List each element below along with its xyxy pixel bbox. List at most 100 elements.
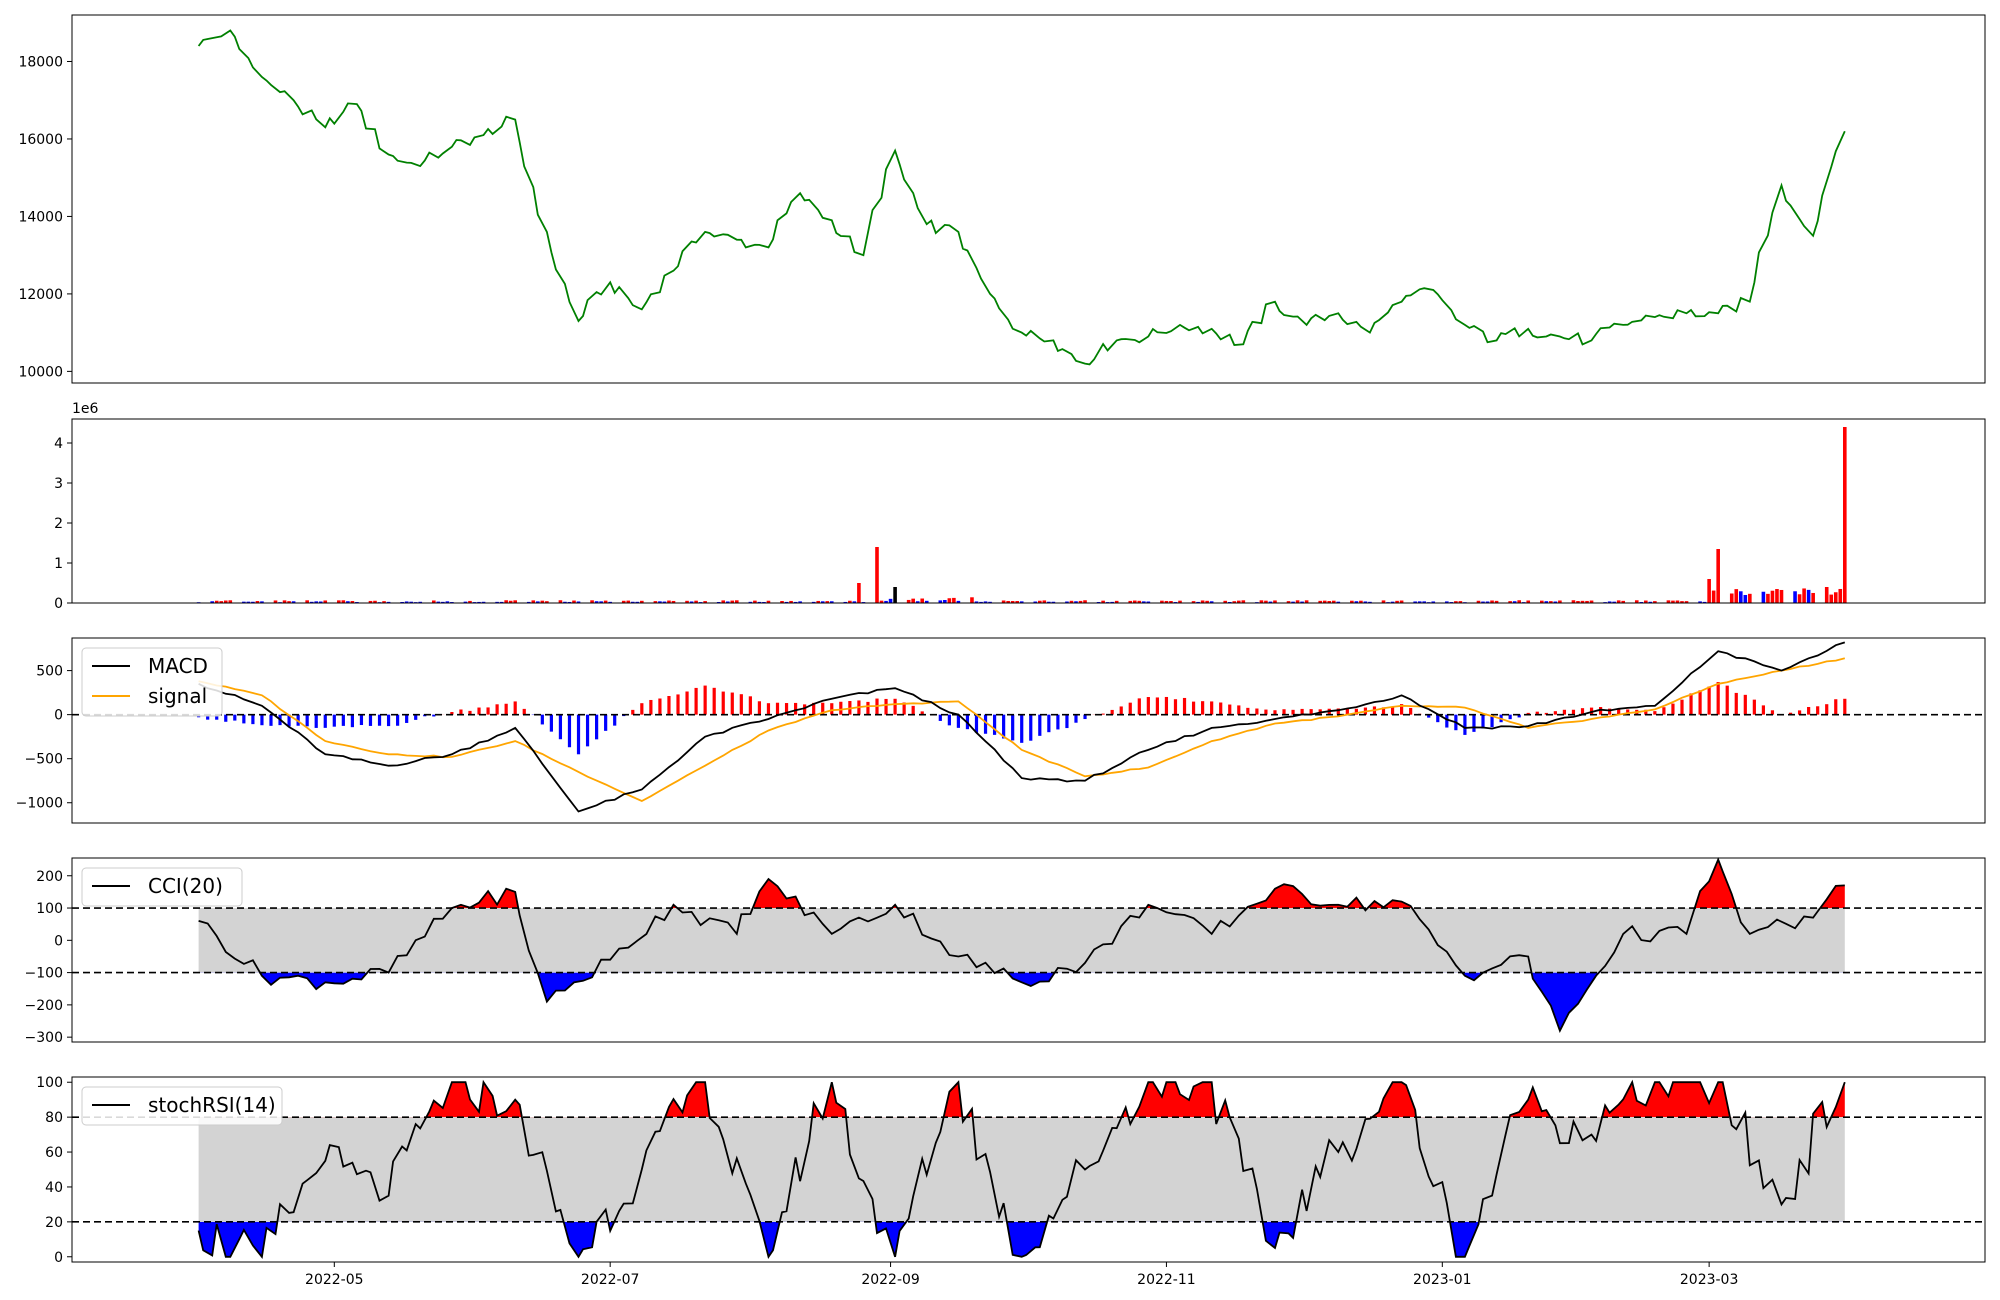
stochrsi-ytick-label: 40 [45,1180,63,1196]
volume-bar [1585,600,1589,603]
macd-histogram-bar [576,714,581,755]
volume-bar [1232,601,1237,603]
macd-histogram-bar [1074,714,1078,723]
volume-bar [513,600,518,603]
macd-histogram-bar [947,714,951,726]
3-legend-box [81,867,243,907]
macd-histogram-bar [1038,714,1042,736]
volume-bar [526,601,531,603]
macd-histogram-bar [1562,709,1567,715]
volume-bar [1146,601,1151,603]
volume-bar [825,601,830,603]
volume-bar [1634,600,1639,603]
volume-bar [1680,601,1684,603]
macd-histogram-bar [1526,712,1530,715]
macd-histogram-bar [685,691,689,715]
macd-histogram-bar [1101,713,1105,715]
macd-histogram-bar [1662,707,1666,715]
volume-bar [1078,600,1083,603]
stochrsi-ytick-label: 100 [36,1075,63,1091]
macd-ytick-label: 500 [36,664,63,680]
volume-bar [1327,601,1332,603]
volume-bar [1300,601,1304,603]
volume-bar [1354,601,1359,603]
macd-histogram-bar [595,714,599,740]
volume-bar [1395,600,1399,603]
macd-histogram-bar [1788,712,1793,715]
macd-histogram-bar [658,698,662,715]
volume-bar [576,601,581,603]
macd-histogram-bar [350,714,354,728]
x-tick-label: 2022-09 [861,1272,920,1288]
volume-bar [979,601,983,603]
volume-bar [843,601,848,603]
volume-bar [567,601,572,603]
volume-bar [436,601,441,603]
volume-bar [219,601,224,603]
macd-histogram-bar [1291,709,1295,715]
macd-histogram-bar [1689,693,1693,715]
macd-histogram-bar [341,714,345,726]
volume-bar [1702,601,1707,603]
volume-bar [1684,601,1689,603]
price-ytick-label: 14000 [18,209,63,225]
volume-bar [1589,600,1594,603]
macd-histogram-bar [396,714,400,726]
macd-histogram-bar [1707,686,1711,715]
macd-histogram-bar [1309,709,1313,715]
x-tick-label: 2023-03 [1680,1272,1739,1288]
volume-bar [1169,601,1173,603]
volume-bar [1811,592,1815,603]
volume-bar [983,601,988,603]
macd-histogram-bar [450,712,454,715]
cci-line [198,857,1845,1033]
volume-bar [400,601,404,603]
macd-histogram-bar [486,707,490,715]
volume-bar [1241,600,1246,603]
volume-bar [287,601,291,603]
volume-bar [1458,601,1463,603]
volume-bar [906,599,911,603]
macd-histogram-bar [386,714,391,727]
volume-bar [1576,601,1580,603]
volume-bar [1137,600,1142,603]
3-legend-label: CCI(20) [148,874,223,898]
volume-bar [1322,600,1327,603]
volume-bar [1838,588,1843,603]
volume-bar [721,600,726,603]
volume-bar [766,600,771,603]
cci-ytick-label: 100 [36,901,63,917]
volume-bar [671,600,676,603]
volume-bar [1074,601,1078,603]
macd-histogram-bar [260,714,264,726]
volume-bar [1612,601,1616,603]
volume-bar [915,601,920,603]
volume-bar [603,600,608,603]
macd-ytick-label: −500 [25,752,63,768]
macd-histogram-bar [1571,709,1576,715]
volume-bar [477,601,481,603]
volume-bar [689,601,694,603]
volume-bar [341,600,346,603]
volume-bar [1110,601,1114,603]
volume-bar [1729,593,1734,603]
volume-bar [1359,600,1363,603]
volume-bar [1273,600,1277,603]
macd-histogram-bar [1644,709,1648,715]
x-tick-label: 2022-11 [1137,1272,1196,1288]
macd-histogram-bar [748,696,752,715]
cci-ytick-label: −200 [25,998,63,1014]
volume-bar [210,601,214,603]
volume-bar [630,601,635,603]
macd-histogram-bar [1255,708,1259,715]
volume-bar [1065,601,1069,603]
volume-bar [947,598,952,603]
volume-bar [1264,600,1268,603]
macd-ytick-label: −1000 [16,796,63,812]
macd-histogram-bar [1409,707,1413,715]
volume-bar [725,601,730,603]
macd-histogram-bar [1264,709,1268,715]
2-legend-label: MACD [148,654,208,678]
macd-histogram-bar [812,702,816,715]
volume-bar [1413,601,1417,603]
